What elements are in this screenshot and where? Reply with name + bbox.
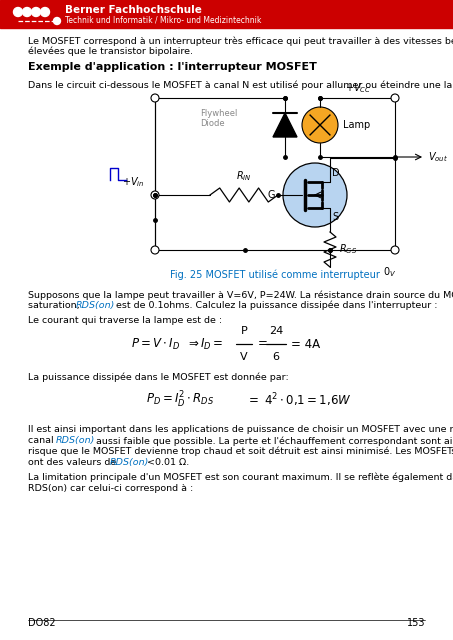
Text: D: D bbox=[332, 168, 340, 178]
Text: Le MOSFET correspond à un interrupteur très efficace qui peut travailler à des v: Le MOSFET correspond à un interrupteur t… bbox=[28, 36, 453, 45]
Text: $= \ 4^2 \cdot 0{,}1 = 1{,}6W$: $= \ 4^2 \cdot 0{,}1 = 1{,}6W$ bbox=[246, 391, 352, 409]
Text: $0_V$: $0_V$ bbox=[383, 265, 396, 279]
Text: $P = V \cdot I_D$: $P = V \cdot I_D$ bbox=[131, 337, 180, 351]
Bar bbox=[0, 0, 453, 28]
Circle shape bbox=[391, 246, 399, 254]
Circle shape bbox=[151, 94, 159, 102]
Text: Exemple d'application : l'interrupteur MOSFET: Exemple d'application : l'interrupteur M… bbox=[28, 62, 317, 72]
Circle shape bbox=[391, 94, 399, 102]
Text: 153: 153 bbox=[406, 618, 425, 628]
Text: Technik und Informatik / Mikro- und Medizintechnik: Technik und Informatik / Mikro- und Medi… bbox=[65, 15, 261, 24]
Text: $R_{GS}$: $R_{GS}$ bbox=[339, 243, 357, 257]
Text: Flywheel: Flywheel bbox=[200, 109, 237, 118]
Circle shape bbox=[53, 17, 61, 24]
Text: Le courant qui traverse la lampe est de :: Le courant qui traverse la lampe est de … bbox=[28, 316, 222, 325]
Text: G: G bbox=[268, 190, 275, 200]
Circle shape bbox=[283, 163, 347, 227]
Text: saturation,: saturation, bbox=[28, 301, 82, 310]
Text: 24: 24 bbox=[269, 326, 283, 336]
Text: $V_{out}$: $V_{out}$ bbox=[428, 150, 448, 164]
Text: RDS(on): RDS(on) bbox=[56, 436, 96, 445]
Text: Fig. 25 MOSFET utilisé comme interrupteur: Fig. 25 MOSFET utilisé comme interrupteu… bbox=[170, 270, 380, 280]
Text: $+V_{in}$: $+V_{in}$ bbox=[122, 175, 145, 189]
Text: Lamp: Lamp bbox=[343, 120, 370, 130]
Text: risque que le MOSFET devienne trop chaud et soit détruit est ainsi minimisé. Les: risque que le MOSFET devienne trop chaud… bbox=[28, 447, 453, 456]
Text: est de 0.1ohms. Calculez la puissance dissipée dans l'interrupteur :: est de 0.1ohms. Calculez la puissance di… bbox=[113, 301, 438, 310]
Text: S: S bbox=[332, 212, 338, 222]
Text: $R_{IN}$: $R_{IN}$ bbox=[236, 169, 252, 183]
Circle shape bbox=[40, 8, 49, 17]
Text: P: P bbox=[241, 326, 247, 336]
Text: RDS(on): RDS(on) bbox=[110, 458, 149, 467]
Text: ont des valeurs de: ont des valeurs de bbox=[28, 458, 119, 467]
Text: $\Rightarrow I_D =$: $\Rightarrow I_D =$ bbox=[186, 337, 223, 351]
Text: aussi faible que possible. La perte et l'échauffement correspondant sont ainsi m: aussi faible que possible. La perte et l… bbox=[93, 436, 453, 445]
Text: La limitation principale d'un MOSFET est son courant maximum. Il se reflète égal: La limitation principale d'un MOSFET est… bbox=[28, 473, 453, 483]
Text: =: = bbox=[258, 337, 268, 351]
Circle shape bbox=[151, 191, 159, 199]
Text: Diode: Diode bbox=[200, 119, 225, 128]
Polygon shape bbox=[273, 113, 297, 137]
Circle shape bbox=[151, 246, 159, 254]
Text: La puissance dissipée dans le MOSFET est donnée par:: La puissance dissipée dans le MOSFET est… bbox=[28, 372, 289, 381]
Text: $+V_{CC}$: $+V_{CC}$ bbox=[345, 81, 371, 95]
Text: <0.01 Ω.: <0.01 Ω. bbox=[147, 458, 189, 467]
Text: élevées que le transistor bipolaire.: élevées que le transistor bipolaire. bbox=[28, 47, 193, 56]
Circle shape bbox=[302, 107, 338, 143]
Text: DO82: DO82 bbox=[28, 618, 56, 628]
Text: Il est ainsi important dans les applications de puissance de choisir un MOSFET a: Il est ainsi important dans les applicat… bbox=[28, 425, 453, 435]
Text: canal: canal bbox=[28, 436, 57, 445]
Text: Berner Fachhochschule: Berner Fachhochschule bbox=[65, 5, 202, 15]
Text: $P_D = I_D^2 \cdot R_{DS}$: $P_D = I_D^2 \cdot R_{DS}$ bbox=[146, 390, 214, 410]
Text: 6: 6 bbox=[273, 352, 280, 362]
Text: Supposons que la lampe peut travailler à V=6V, P=24W. La résistance drain source: Supposons que la lampe peut travailler à… bbox=[28, 290, 453, 300]
Circle shape bbox=[32, 8, 40, 17]
Circle shape bbox=[14, 8, 23, 17]
Text: Dans le circuit ci-dessous le MOSFET à canal N est utilisé pour allumer ou étein: Dans le circuit ci-dessous le MOSFET à c… bbox=[28, 80, 453, 90]
Text: RDS(on): RDS(on) bbox=[76, 301, 116, 310]
Text: = 4A: = 4A bbox=[291, 337, 320, 351]
Text: V: V bbox=[240, 352, 248, 362]
Text: RDS(on) car celui-ci correspond à :: RDS(on) car celui-ci correspond à : bbox=[28, 484, 193, 493]
Circle shape bbox=[23, 8, 32, 17]
